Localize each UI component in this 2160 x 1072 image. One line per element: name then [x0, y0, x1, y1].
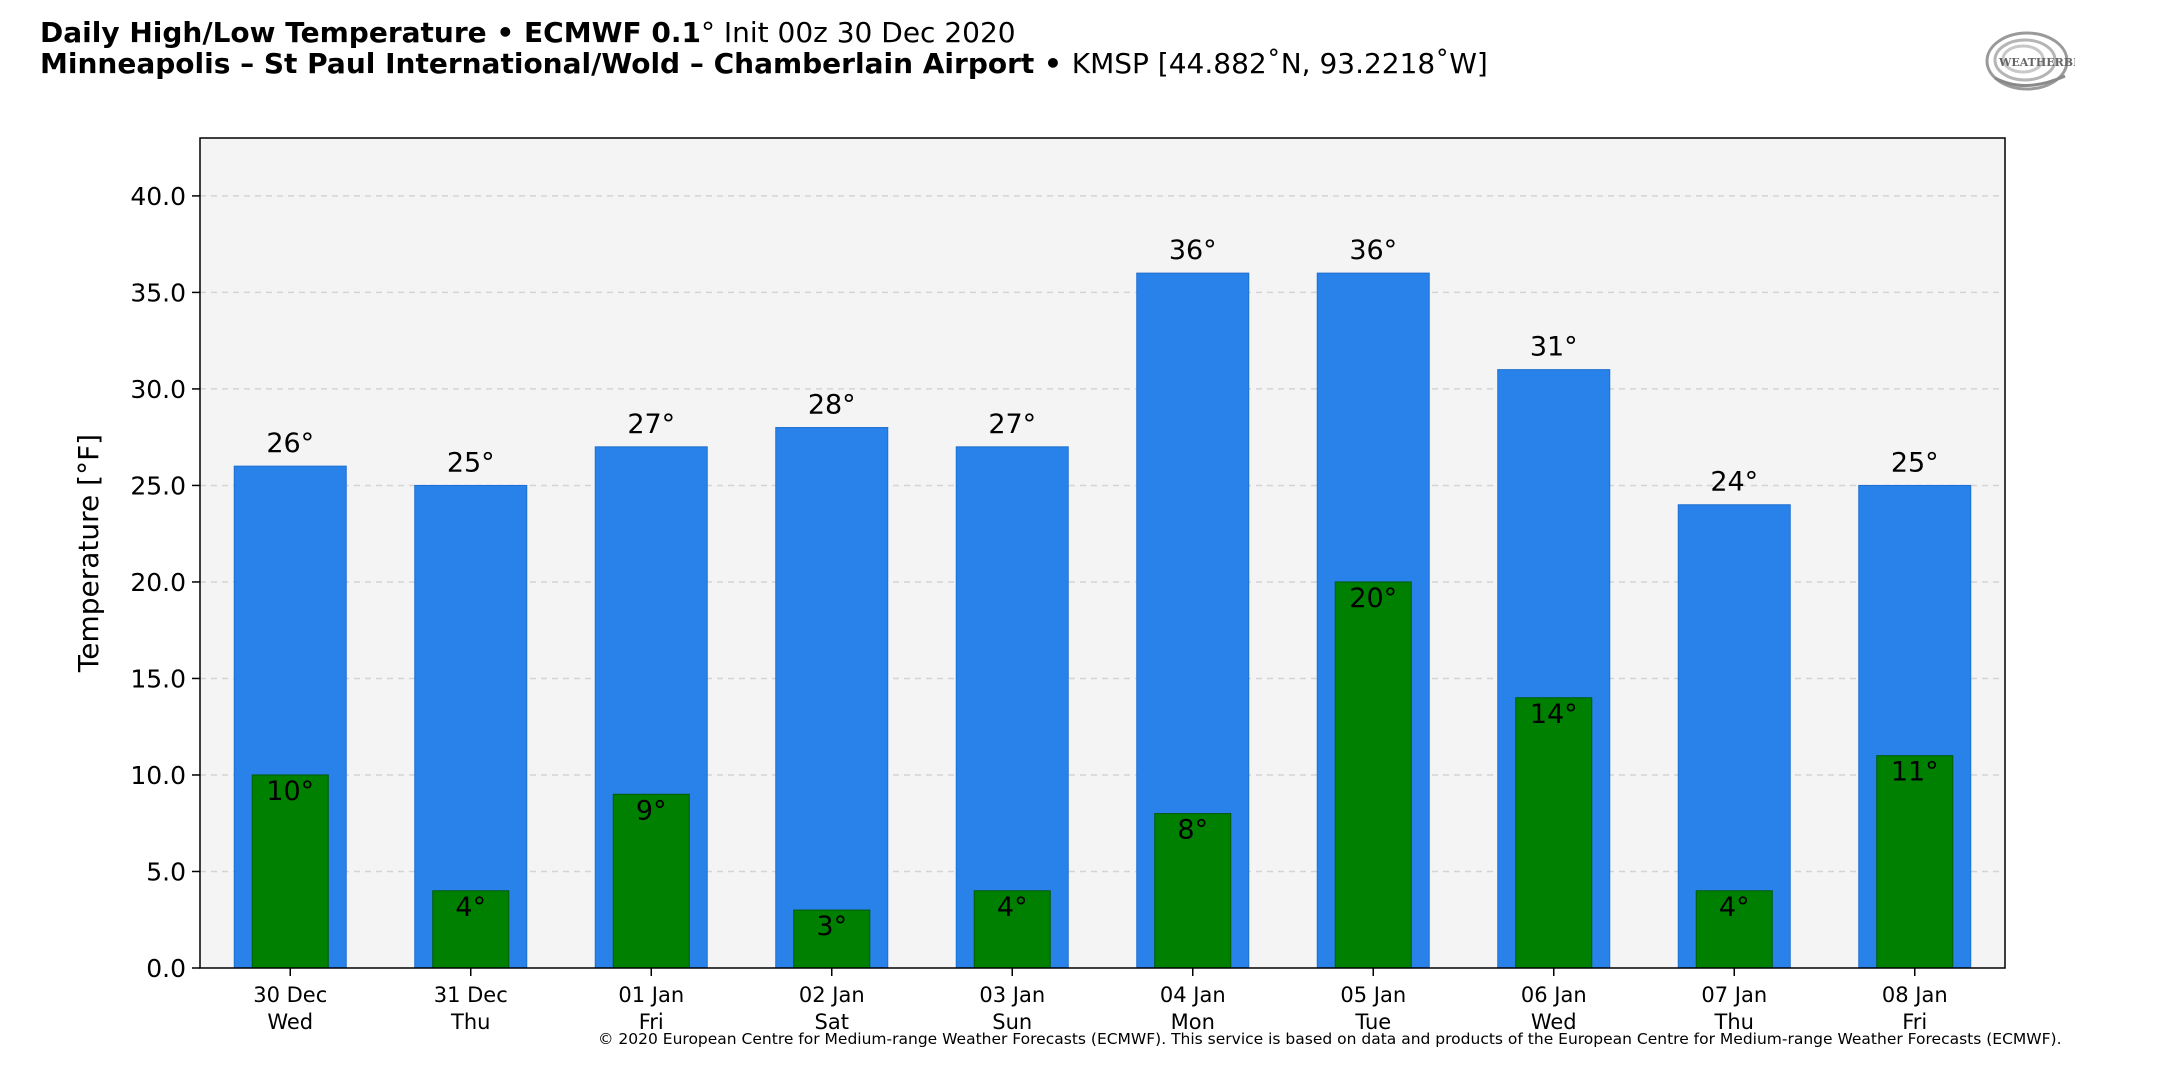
subtitle-bullet: • [1034, 46, 1072, 80]
subtitle-coordinates: KMSP [44.882˚N, 93.2218˚W] [1071, 46, 1488, 80]
y-tick-label: 20.0 [130, 568, 186, 597]
high-value-label: 26° [266, 428, 314, 459]
low-value-label: 4° [997, 892, 1028, 923]
low-bar [1154, 813, 1232, 969]
y-tick-label: 5.0 [146, 857, 186, 886]
title-init: Init 00z 30 Dec 2020 [714, 16, 1016, 49]
y-tick-label: 10.0 [130, 761, 186, 790]
high-value-label: 27° [627, 409, 675, 440]
low-bar [973, 890, 1051, 969]
low-bar [1695, 890, 1773, 969]
low-bar [793, 909, 871, 969]
low-value-label: 4° [455, 892, 486, 923]
y-tick-label: 40.0 [130, 182, 186, 211]
high-value-label: 31° [1530, 332, 1578, 363]
low-value-label: 11° [1891, 757, 1939, 788]
data-labels: 26° 10° 25° 4° 27° 9° 28° 3° 27° 4° 36° 8° 36° 20° 31°… [266, 235, 1938, 942]
high-value-label: 25° [1891, 447, 1939, 478]
low-bar [1876, 755, 1954, 969]
y-axis-label: Temperature [°F] [72, 434, 105, 673]
low-value-label: 10° [266, 776, 314, 807]
high-value-label: 25° [447, 447, 495, 478]
high-value-label: 27° [988, 409, 1036, 440]
title-main: Daily High/Low Temperature • ECMWF 0.1 [40, 16, 701, 49]
subtitle-station: Minneapolis – St Paul International/Wold… [40, 46, 1035, 80]
logo-wordmark: WEATHERBELL [1998, 56, 2075, 69]
x-tick-weekday: Sat [815, 1010, 849, 1034]
x-tick-weekday: Tue [1354, 1010, 1391, 1034]
x-tick-date: 01 Jan [618, 983, 684, 1007]
high-value-label: 28° [808, 390, 856, 421]
x-tick-weekday: Wed [1531, 1010, 1577, 1034]
y-tick-label: 15.0 [130, 664, 186, 693]
chart-title: Daily High/Low Temperature • ECMWF 0.1° … [40, 16, 1488, 49]
low-bar [432, 890, 510, 969]
x-tick-weekday: Sun [992, 1010, 1032, 1034]
x-tick-weekday: Thu [1714, 1010, 1754, 1034]
x-tick-date: 03 Jan [979, 983, 1045, 1007]
x-tick-date: 08 Jan [1882, 983, 1948, 1007]
chart-header: Daily High/Low Temperature • ECMWF 0.1° … [40, 16, 1488, 80]
x-tick-date: 05 Jan [1340, 983, 1406, 1007]
bar-series [233, 272, 1972, 969]
x-tick-weekday: Fri [1902, 1010, 1927, 1034]
x-tick-date: 04 Jan [1160, 983, 1226, 1007]
y-tick-label: 25.0 [130, 471, 186, 500]
low-value-label: 14° [1530, 699, 1578, 730]
x-tick-weekday: Thu [450, 1010, 490, 1034]
y-tick-label: 30.0 [130, 375, 186, 404]
copyright-notice: © 2020 European Centre for Medium-range … [598, 1030, 2062, 1048]
x-tick-date: 30 Dec [253, 983, 327, 1007]
x-tick-date: 02 Jan [799, 983, 865, 1007]
x-tick-date: 06 Jan [1521, 983, 1587, 1007]
x-tick-date: 07 Jan [1701, 983, 1767, 1007]
x-tick-weekday: Wed [267, 1010, 313, 1034]
low-value-label: 3° [816, 911, 847, 942]
y-axis: 0.0 5.0 10.0 15.0 20.0 25.0 30.0 35.0 40.0 [130, 182, 200, 983]
low-value-label: 4° [1719, 892, 1750, 923]
x-tick-weekday: Mon [1171, 1010, 1215, 1034]
low-value-label: 9° [636, 795, 667, 826]
high-bar [955, 446, 1069, 969]
weatherbell-logo-icon: WEATHERBELL [1985, 31, 2075, 91]
low-bar [1515, 697, 1593, 969]
x-tick-weekday: Fri [639, 1010, 664, 1034]
y-tick-label: 35.0 [130, 278, 186, 307]
x-tick-date: 31 Dec [434, 983, 508, 1007]
low-value-label: 20° [1349, 583, 1397, 614]
chart-subtitle: Minneapolis – St Paul International/Wold… [40, 46, 1488, 80]
high-value-label: 24° [1710, 467, 1758, 498]
high-bar [775, 427, 889, 969]
plot-frame [199, 137, 2006, 969]
y-tick-label: 0.0 [146, 954, 186, 983]
low-bar [612, 793, 690, 969]
x-axis: 30 Dec Wed 31 Dec Thu 01 Jan Fri 02 Jan Sat 03 J… [253, 968, 1948, 1034]
high-value-label: 36° [1169, 235, 1217, 266]
low-bar [1334, 581, 1412, 969]
title-degree: ° [700, 16, 715, 49]
low-value-label: 8° [1177, 815, 1208, 846]
high-value-label: 36° [1349, 235, 1397, 266]
high-bar [414, 484, 528, 969]
